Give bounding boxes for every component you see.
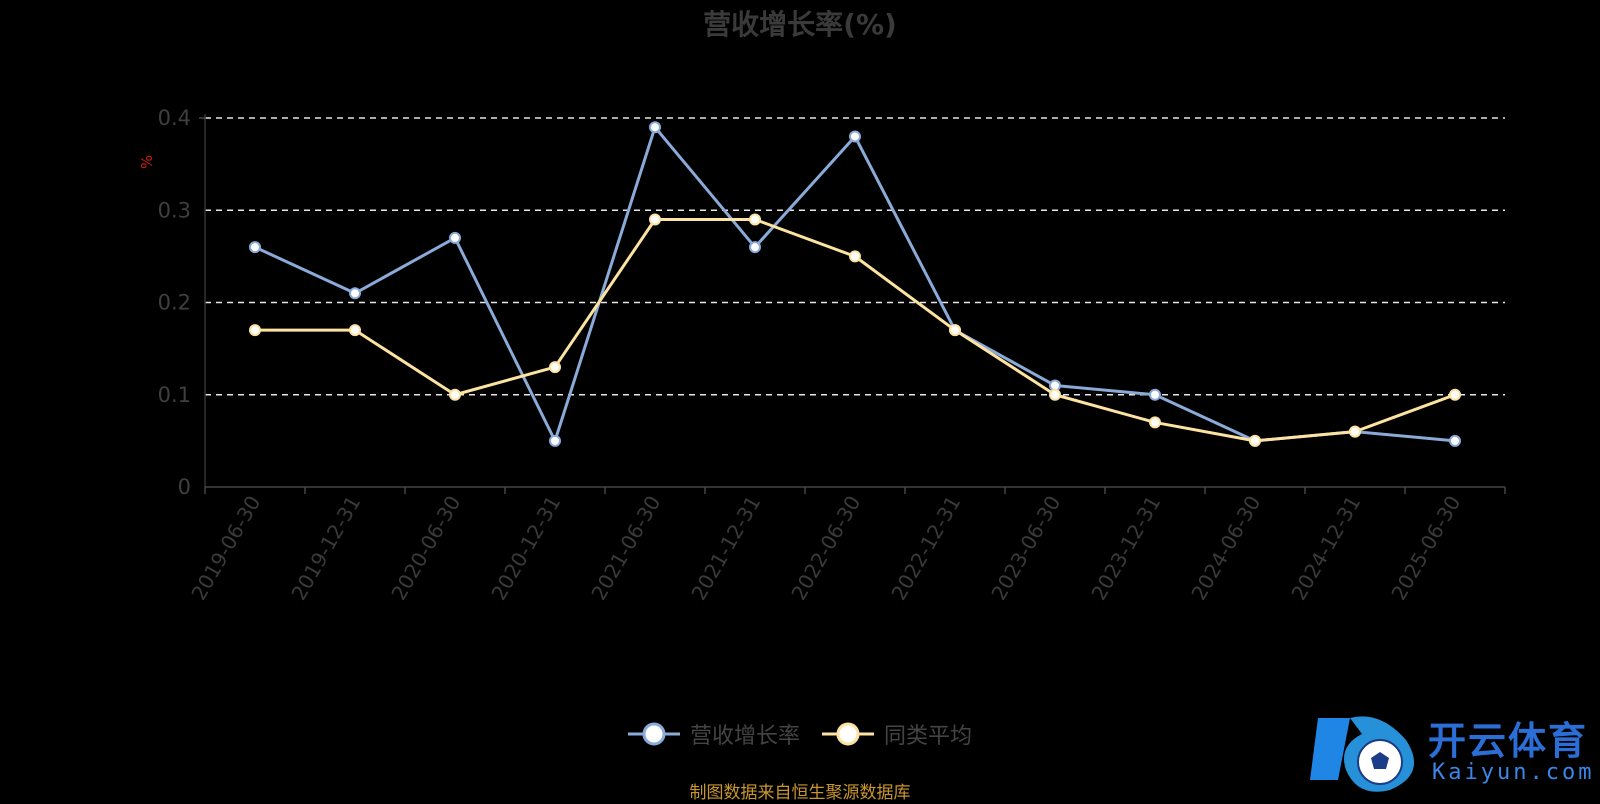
x-tick-label: 2022-12-31 <box>886 492 965 605</box>
data-point <box>549 434 561 447</box>
x-tick-label: 2019-06-30 <box>186 492 265 605</box>
watermark-domain: Kaiyun.com <box>1432 760 1595 785</box>
data-point <box>1449 434 1461 447</box>
y-tick-label: 0.2 <box>158 291 191 315</box>
data-point <box>1249 434 1261 447</box>
legend-label-peer-average: 同类平均 <box>884 724 973 749</box>
source-note: 制图数据来自恒生聚源数据库 <box>689 783 911 803</box>
x-tick-label: 2020-12-31 <box>486 492 565 605</box>
legend-marker-revenue-growth <box>627 722 680 746</box>
data-point <box>749 241 761 254</box>
data-point <box>349 324 361 337</box>
data-point <box>1349 425 1361 438</box>
data-point <box>649 213 661 226</box>
data-point <box>649 121 661 134</box>
legend: 营收增长率 同类平均 <box>0 718 1600 750</box>
data-point <box>449 231 461 244</box>
watermark-brand: 开云体育 <box>1428 719 1589 763</box>
series-1 <box>249 213 1461 447</box>
y-axis-label: % <box>138 155 156 169</box>
data-point <box>249 324 261 337</box>
legend-item-revenue-growth[interactable]: 营收增长率 <box>627 718 800 750</box>
y-tick-label: 0.3 <box>158 198 191 222</box>
x-tick-label: 2024-06-30 <box>1186 492 1265 605</box>
data-point <box>549 361 561 374</box>
x-tick-label: 2022-06-30 <box>786 492 865 605</box>
x-tick-label: 2025-06-30 <box>1386 492 1465 605</box>
data-point <box>849 250 861 263</box>
watermark-logo: 开云体育 Kaiyun.com <box>1310 700 1600 800</box>
y-tick-label: 0 <box>178 475 191 499</box>
data-point <box>949 324 961 337</box>
x-tick-label: 2020-06-30 <box>386 492 465 605</box>
data-point <box>1049 388 1061 401</box>
series-0 <box>249 121 1461 447</box>
legend-item-peer-average[interactable]: 同类平均 <box>822 718 972 750</box>
x-tick-label: 2021-06-30 <box>586 492 665 605</box>
chart-title: 营收增长率(%) <box>703 8 897 41</box>
data-point <box>349 287 361 300</box>
data-point <box>1449 388 1461 401</box>
y-tick-label: 0.1 <box>158 383 191 407</box>
x-tick-label: 2023-06-30 <box>986 492 1065 605</box>
series-line <box>254 125 1456 443</box>
data-point <box>849 130 861 143</box>
x-tick-label: 2021-12-31 <box>686 492 765 605</box>
x-tick-label: 2024-12-31 <box>1286 492 1365 605</box>
legend-label-revenue-growth: 营收增长率 <box>689 724 800 749</box>
x-tick-label: 2019-12-31 <box>286 492 365 605</box>
data-point <box>1149 388 1161 401</box>
soccer-ball-logo-icon <box>1310 716 1415 792</box>
data-point <box>249 241 261 254</box>
legend-marker-peer-average <box>822 722 874 746</box>
x-tick-label: 2023-12-31 <box>1086 492 1165 605</box>
data-point <box>749 213 761 226</box>
data-point <box>1149 416 1161 429</box>
data-point <box>449 388 461 401</box>
y-tick-label: 0.4 <box>158 106 191 130</box>
